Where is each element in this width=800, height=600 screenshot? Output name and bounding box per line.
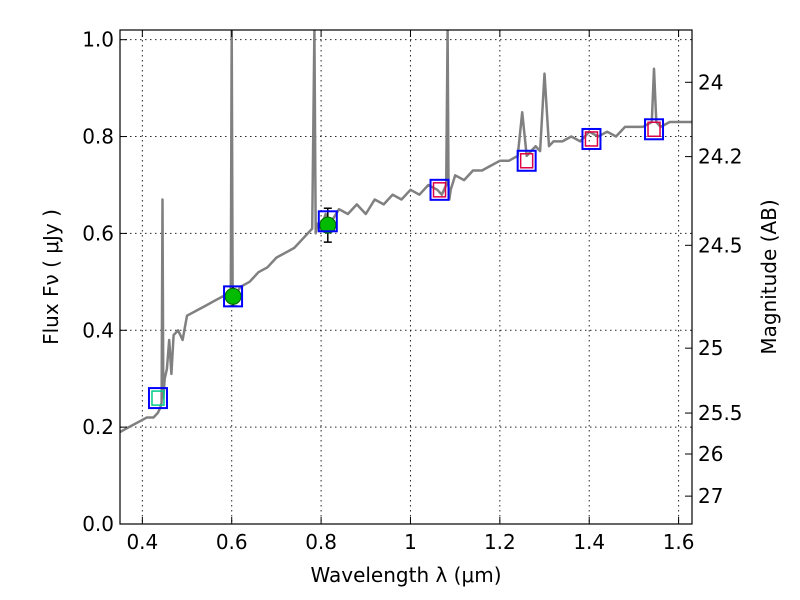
model-box bbox=[147, 387, 168, 410]
detection-point bbox=[224, 287, 242, 305]
mag-tick-label: 25.5 bbox=[698, 401, 743, 425]
observed-box bbox=[647, 121, 661, 138]
mag-tick-label: 24.5 bbox=[698, 233, 743, 257]
mag-tick-label: 26 bbox=[698, 442, 723, 466]
y-tick-label: 0.0 bbox=[82, 512, 114, 536]
x-tick-label: 1.4 bbox=[573, 530, 605, 554]
model-box bbox=[317, 210, 338, 233]
model-box bbox=[581, 127, 602, 150]
y-tick-label: 0.4 bbox=[82, 318, 114, 342]
y-tick-label: 1.0 bbox=[82, 28, 114, 52]
y2-axis-label: Magnitude (AB) bbox=[757, 199, 781, 354]
x-tick-label: 0.4 bbox=[126, 530, 158, 554]
data-layer bbox=[120, 30, 692, 434]
x-tick-label: 1.6 bbox=[663, 530, 695, 554]
y-axis-label: Flux Fν ( μJy ) bbox=[39, 209, 63, 345]
model-box bbox=[223, 285, 244, 308]
x-tick-label: 0.8 bbox=[305, 530, 337, 554]
observed-box bbox=[151, 390, 165, 406]
grid-layer bbox=[120, 30, 692, 525]
data-clip-group bbox=[120, 30, 692, 434]
model-box bbox=[644, 118, 665, 141]
mag-tick-label: 24 bbox=[698, 70, 723, 94]
x-tick-label: 1.2 bbox=[484, 530, 516, 554]
observed-box bbox=[584, 131, 599, 147]
model-box bbox=[516, 149, 537, 172]
observed-box bbox=[519, 153, 534, 169]
y-tick-label: 0.6 bbox=[82, 221, 114, 245]
spectrum-line bbox=[120, 30, 692, 434]
plot-frame bbox=[119, 29, 693, 525]
observed-box bbox=[432, 182, 447, 198]
model-box bbox=[429, 178, 450, 201]
y-tick-label: 0.8 bbox=[82, 125, 114, 149]
tick-layer: 0.4 0.6 0.8 1 1.2 1.4 1.6 0.0 0.2 0.4 0.6 0.8 1.0 24 2… bbox=[82, 28, 742, 554]
mag-tick-label: 25 bbox=[698, 336, 723, 360]
mag-tick-label: 27 bbox=[698, 484, 723, 508]
x-axis-label: Wavelength λ (μm) bbox=[310, 563, 501, 587]
mag-tick-label: 24.2 bbox=[698, 145, 743, 169]
x-tick-label: 0.6 bbox=[216, 530, 248, 554]
x-tick-label: 1 bbox=[404, 530, 417, 554]
y-tick-label: 0.2 bbox=[82, 415, 114, 439]
